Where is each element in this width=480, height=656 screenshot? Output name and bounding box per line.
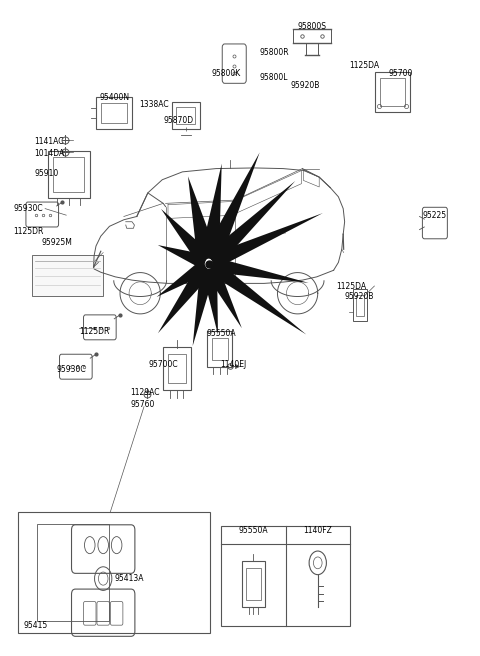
Text: 1140EJ: 1140EJ <box>220 360 246 369</box>
Bar <box>242 561 265 607</box>
Polygon shape <box>158 245 207 270</box>
Bar <box>96 97 132 129</box>
Polygon shape <box>204 264 242 328</box>
Text: 95550A: 95550A <box>239 525 268 535</box>
Bar <box>221 526 350 626</box>
Text: 95925M: 95925M <box>41 238 72 247</box>
Bar <box>48 151 90 198</box>
Text: 95870D: 95870D <box>163 116 193 125</box>
Text: 95550A: 95550A <box>206 329 236 338</box>
Text: 1014DA: 1014DA <box>35 149 65 158</box>
Text: 1125DA: 1125DA <box>349 61 380 70</box>
Polygon shape <box>202 268 218 335</box>
Text: 95930C: 95930C <box>57 365 86 375</box>
Text: 1125DR: 1125DR <box>13 227 44 236</box>
Bar <box>176 107 195 124</box>
Bar <box>353 289 367 321</box>
Text: 95700: 95700 <box>389 69 413 78</box>
Text: 1140FZ: 1140FZ <box>303 525 332 535</box>
Text: 95413A: 95413A <box>114 574 144 583</box>
Text: 95415: 95415 <box>24 621 48 630</box>
Text: 95800S: 95800S <box>298 22 326 31</box>
Polygon shape <box>188 176 217 262</box>
Text: 1125DR: 1125DR <box>79 327 109 337</box>
Bar <box>18 512 210 633</box>
Bar <box>246 568 261 600</box>
Text: 95700C: 95700C <box>149 360 179 369</box>
Bar <box>172 102 200 129</box>
Text: 1125DA: 1125DA <box>336 281 366 291</box>
Bar <box>163 348 191 390</box>
Polygon shape <box>203 152 260 264</box>
Polygon shape <box>158 261 212 333</box>
Polygon shape <box>207 181 295 268</box>
Text: 95225: 95225 <box>422 211 446 220</box>
Bar <box>375 72 410 112</box>
Text: 95920B: 95920B <box>345 292 374 301</box>
Bar <box>168 354 186 383</box>
Text: 95910: 95910 <box>35 169 59 178</box>
Bar <box>32 255 103 296</box>
Bar <box>207 331 232 367</box>
Polygon shape <box>161 209 211 267</box>
Bar <box>212 337 228 360</box>
Bar <box>37 524 109 621</box>
Polygon shape <box>192 267 215 346</box>
Polygon shape <box>200 163 222 260</box>
Text: 1338AC: 1338AC <box>139 100 169 110</box>
Polygon shape <box>209 259 306 335</box>
Text: 95400N: 95400N <box>100 92 130 102</box>
Bar <box>101 103 128 123</box>
Text: 95760: 95760 <box>131 400 155 409</box>
Text: 95930C: 95930C <box>13 204 43 213</box>
Polygon shape <box>210 213 323 270</box>
Text: 1141AC: 1141AC <box>35 137 64 146</box>
Text: 95800L: 95800L <box>259 73 288 82</box>
Bar <box>356 295 364 316</box>
Bar <box>53 157 84 192</box>
Polygon shape <box>156 259 209 297</box>
Text: 95800R: 95800R <box>259 48 289 57</box>
Text: 95920B: 95920B <box>290 81 320 90</box>
Polygon shape <box>212 257 309 283</box>
Text: 95800K: 95800K <box>211 69 240 78</box>
Bar <box>380 78 405 106</box>
Text: 1129AC: 1129AC <box>131 388 160 397</box>
